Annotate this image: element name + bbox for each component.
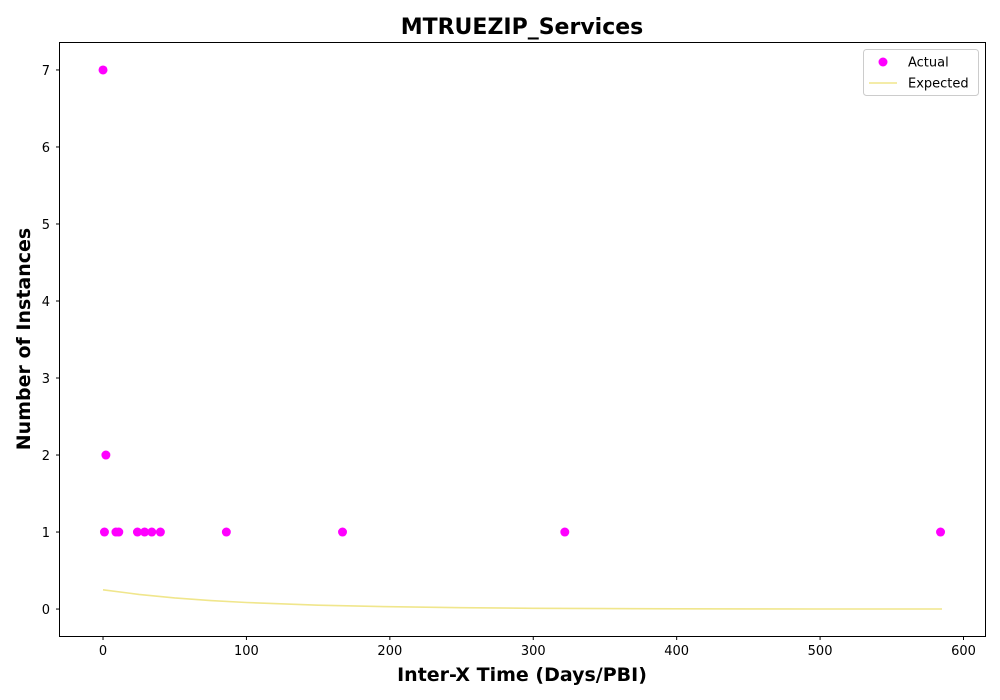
y-tick-label: 0	[42, 603, 50, 618]
actual-point	[140, 527, 150, 537]
actual-point	[338, 527, 348, 537]
y-tick-label: 1	[42, 526, 50, 541]
actual-point	[147, 527, 157, 537]
x-tick-label: 400	[664, 644, 689, 659]
expected-line	[102, 589, 942, 610]
y-tick-label: 7	[42, 64, 50, 79]
legend-box	[863, 49, 979, 96]
y-tick-label: 5	[42, 218, 50, 233]
actual-point	[560, 527, 570, 537]
actual-point	[114, 527, 124, 537]
actual-point	[155, 527, 165, 537]
y-tick-label: 2	[42, 449, 50, 464]
legend-label: Actual	[908, 56, 949, 71]
actual-point	[221, 527, 231, 537]
actual-point	[99, 527, 109, 537]
x-tick-label: 600	[951, 644, 976, 659]
legend: Actual Expected	[863, 49, 979, 96]
legend-label: Expected	[908, 77, 969, 92]
x-tick-label: 100	[234, 644, 259, 659]
actual-point	[101, 450, 111, 460]
y-tick-label: 3	[42, 372, 50, 387]
y-tick-label: 4	[42, 295, 50, 310]
chart-title: MTRUEZIP_Services	[401, 15, 644, 40]
y-tick-label: 6	[42, 141, 50, 156]
x-tick-label: 300	[521, 644, 546, 659]
x-tick-label: 200	[377, 644, 402, 659]
x-axis-label: Inter-X Time (Days/PBI)	[397, 664, 647, 686]
legend-marker-actual	[878, 57, 888, 67]
x-tick-label: 0	[99, 644, 107, 659]
x-axis: 0 100 200 300 400 500 600	[99, 636, 976, 659]
x-tick-label: 500	[808, 644, 833, 659]
actual-point	[98, 65, 108, 75]
y-axis: 0 1 2 3 4 5 6 7	[42, 64, 60, 618]
actual-point	[132, 527, 142, 537]
actual-point	[936, 527, 946, 537]
plot-area	[98, 65, 946, 610]
plot-frame	[59, 42, 986, 637]
y-axis-label: Number of Instances	[13, 228, 35, 450]
